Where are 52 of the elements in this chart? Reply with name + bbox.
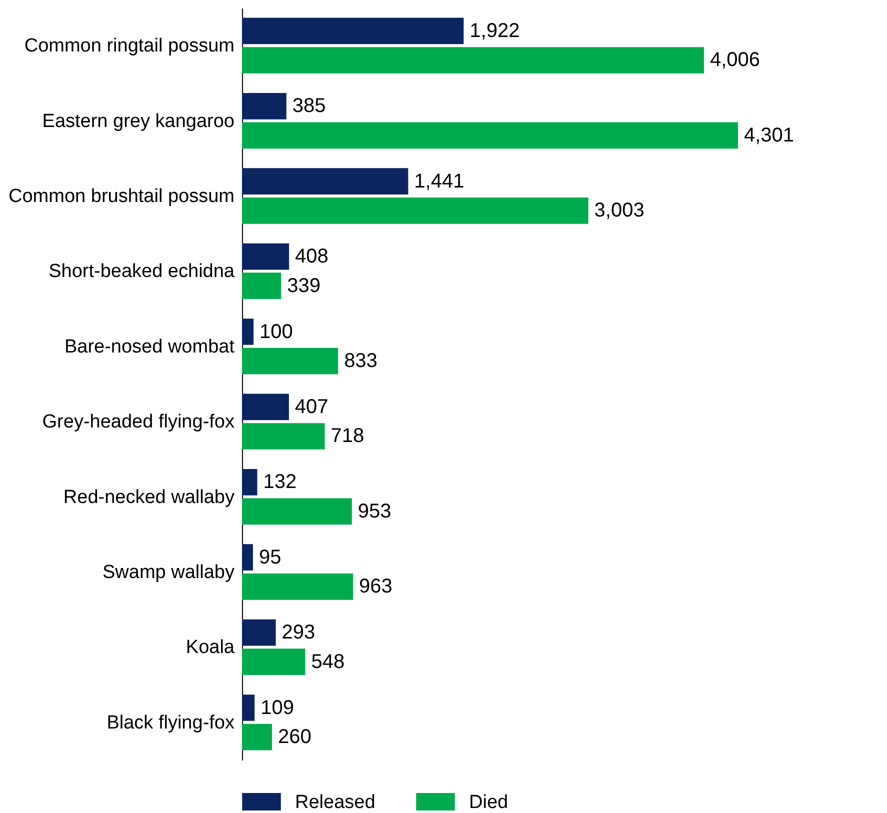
- y-tick-label: Koala: [186, 637, 235, 658]
- data-label: 100: [260, 320, 293, 343]
- bar: [242, 468, 258, 496]
- bar: [242, 47, 704, 74]
- y-tick-label: Swamp wallaby: [102, 562, 235, 583]
- y-tick-label: Black flying-fox: [106, 712, 235, 734]
- y-tick-label: Eastern grey kangaroo: [42, 110, 234, 132]
- bar: [242, 619, 276, 646]
- data-label: 548: [311, 650, 345, 673]
- bar: [242, 694, 255, 721]
- y-tick-label: Bare-nosed wombat: [64, 336, 236, 358]
- bar: [242, 243, 290, 270]
- bar: [242, 18, 464, 44]
- data-label: 1,922: [470, 20, 520, 42]
- bar: [242, 498, 352, 525]
- data-label: 385: [292, 95, 326, 118]
- bar: [242, 318, 254, 345]
- data-label: 293: [282, 622, 316, 644]
- bar: [242, 272, 282, 300]
- data-label: 833: [344, 350, 378, 372]
- data-label: 339: [287, 274, 320, 297]
- data-label: 408: [295, 246, 328, 268]
- bar: [242, 122, 738, 149]
- bar: [242, 92, 286, 120]
- data-label: 260: [278, 726, 312, 748]
- data-label: 95: [258, 546, 282, 568]
- data-label: 4,006: [710, 49, 760, 72]
- bar: [242, 724, 272, 750]
- data-label: 718: [330, 425, 364, 448]
- y-tick-label: Common brushtail possum: [8, 186, 234, 207]
- legend-label: Died: [469, 792, 508, 813]
- y-tick-label: Red-necked wallaby: [63, 486, 235, 508]
- data-label: 3,003: [594, 200, 644, 222]
- data-label: 963: [359, 576, 392, 598]
- bar: [242, 168, 408, 195]
- bar: [242, 573, 354, 600]
- y-tick-label: Grey-headed flying-fox: [42, 412, 235, 433]
- y-tick-label: Common ringtail possum: [24, 36, 234, 57]
- legend-label: Released: [295, 792, 376, 813]
- data-label: 109: [260, 696, 294, 719]
- bar: [242, 394, 289, 420]
- bar: [242, 197, 588, 224]
- bar: [242, 423, 325, 450]
- data-label: 407: [294, 396, 328, 418]
- bar: [242, 544, 253, 571]
- data-label: 4,301: [744, 124, 794, 146]
- bar: [242, 648, 306, 676]
- data-label: 953: [358, 500, 392, 522]
- y-tick-label: Short-beaked echidna: [48, 261, 235, 282]
- bar: [242, 348, 338, 374]
- data-label: 1,441: [414, 170, 464, 192]
- data-label: 132: [263, 471, 297, 494]
